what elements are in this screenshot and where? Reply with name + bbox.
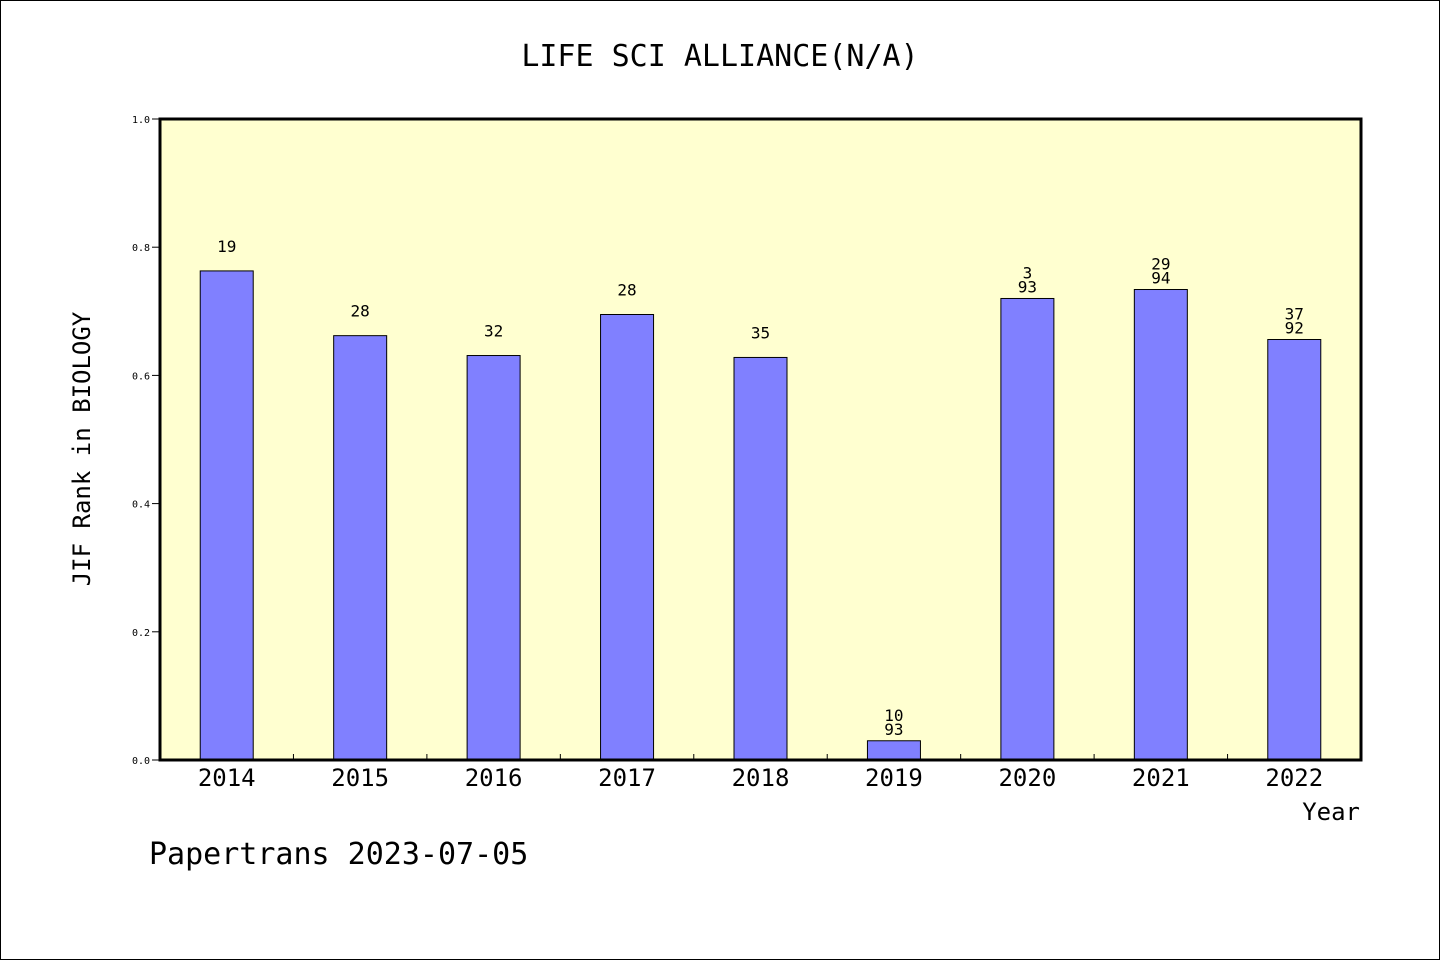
chart-title: LIFE SCI ALLIANCE(N/A): [521, 39, 918, 74]
bar-2014: [199, 270, 254, 761]
data-label-2021-2: 94: [1151, 269, 1170, 288]
x-tick-label-2020: 2020: [998, 764, 1056, 792]
y-tick-label-0.8: 0.8: [132, 243, 150, 254]
footer-credit: Papertrans 2023-07-05: [149, 837, 528, 872]
y-tick-label-1.0: 1.0: [132, 115, 150, 126]
data-label-2016: 32: [484, 322, 503, 341]
bar-2017: [600, 314, 655, 761]
x-tick-label-2022: 2022: [1265, 764, 1323, 792]
x-tick-label-2016: 2016: [465, 764, 523, 792]
bar-2020: [1000, 297, 1055, 761]
data-label-2019-2: 93: [884, 720, 903, 739]
y-tick-label-0.0: 0.0: [132, 756, 150, 767]
x-tick-label-2017: 2017: [598, 764, 656, 792]
y-tick-label-0.4: 0.4: [132, 500, 150, 511]
bar-2016: [466, 355, 521, 761]
y-axis-label: JIF Rank in BIOLOGY: [68, 311, 96, 586]
data-label-2020-2: 93: [1018, 277, 1037, 296]
x-tick-label-2021: 2021: [1132, 764, 1190, 792]
data-label-2014: 19: [217, 237, 236, 256]
bar-2022: [1267, 339, 1322, 761]
x-tick-label-2018: 2018: [732, 764, 790, 792]
plot-border: [158, 117, 1363, 762]
bar-2019: [866, 740, 921, 761]
x-tick-label-2019: 2019: [865, 764, 923, 792]
data-label-2019-1: 10: [884, 706, 903, 725]
x-tick-label-2015: 2015: [331, 764, 389, 792]
data-label-2018: 35: [751, 323, 770, 342]
y-tick-label-0.2: 0.2: [132, 628, 150, 639]
data-label-2017: 28: [617, 281, 636, 300]
bar-2021: [1133, 289, 1188, 761]
data-label-2020-1: 3: [1023, 263, 1033, 282]
data-label-2021-1: 29: [1151, 255, 1170, 274]
data-label-2022-1: 37: [1285, 305, 1304, 324]
data-label-2022-2: 92: [1285, 319, 1304, 338]
data-label-2015: 28: [351, 302, 370, 321]
bar-2018: [733, 356, 788, 761]
y-tick-label-0.6: 0.6: [132, 371, 150, 382]
x-tick-label-2014: 2014: [198, 764, 256, 792]
x-axis-label: Year: [1302, 798, 1360, 826]
bar-2015: [333, 335, 388, 761]
